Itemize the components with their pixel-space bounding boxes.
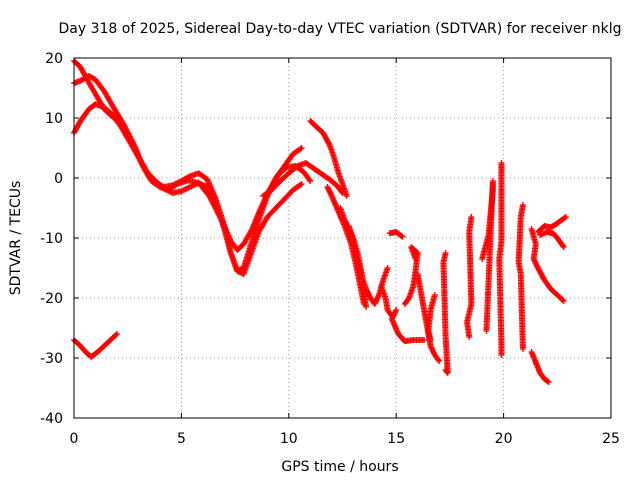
data-point bbox=[436, 358, 443, 364]
series-track-t bbox=[515, 202, 526, 352]
y-tick-label: -20 bbox=[40, 291, 63, 307]
x-tick-label: 5 bbox=[177, 431, 186, 447]
series-track-m bbox=[378, 283, 395, 319]
x-tick-label: 15 bbox=[387, 431, 405, 447]
data-point bbox=[398, 233, 405, 239]
data-point bbox=[443, 368, 450, 374]
series-track-u bbox=[528, 226, 567, 304]
data-point bbox=[298, 145, 305, 151]
series-track-j bbox=[386, 229, 406, 240]
series-track-r bbox=[479, 178, 496, 334]
data-point bbox=[113, 331, 120, 337]
series-track-x bbox=[528, 349, 552, 385]
x-tick-label: 25 bbox=[602, 431, 620, 447]
data-point bbox=[388, 311, 395, 318]
chart-title: Day 318 of 2025, Sidereal Day-to-day VTE… bbox=[59, 21, 622, 37]
data-point bbox=[297, 145, 304, 152]
data-point bbox=[479, 256, 486, 262]
series-track-p bbox=[440, 250, 451, 376]
y-tick-label: -30 bbox=[40, 351, 63, 367]
data-point bbox=[185, 173, 192, 180]
grid-lines bbox=[74, 58, 611, 418]
y-tick-label: -40 bbox=[40, 411, 63, 427]
data-point bbox=[442, 367, 449, 373]
y-axis-label: SDTVAR / TECUs bbox=[8, 181, 24, 296]
series-track-h bbox=[324, 184, 367, 307]
data-point bbox=[360, 301, 367, 307]
series-track-o bbox=[425, 292, 438, 343]
series-track-v bbox=[534, 214, 569, 235]
data-point bbox=[562, 214, 569, 220]
data-point bbox=[544, 378, 551, 385]
series-track-c bbox=[71, 101, 305, 277]
data-point bbox=[545, 379, 552, 385]
data-point bbox=[298, 181, 305, 187]
data-point bbox=[560, 298, 567, 304]
series-track-f bbox=[307, 118, 350, 199]
data-points bbox=[71, 58, 569, 385]
series-track-a bbox=[71, 73, 314, 253]
y-tick-label: 0 bbox=[54, 171, 63, 187]
data-point bbox=[561, 214, 568, 221]
data-point bbox=[307, 178, 314, 184]
series-track-k bbox=[388, 307, 428, 345]
data-point bbox=[399, 233, 406, 240]
series-track-d bbox=[71, 331, 120, 360]
axis-ticks: 0 5 10 15 20 25 -40 -30 -20 -10 0 10 20 bbox=[40, 51, 620, 447]
x-tick-label: 20 bbox=[495, 431, 513, 447]
data-point bbox=[112, 332, 119, 338]
data-point bbox=[343, 193, 350, 199]
x-tick-label: 10 bbox=[280, 431, 298, 447]
series-track-q bbox=[464, 214, 475, 340]
data-point bbox=[559, 297, 566, 303]
data-point bbox=[384, 265, 391, 271]
data-point bbox=[435, 356, 442, 363]
data-point bbox=[421, 337, 428, 343]
data-point bbox=[427, 337, 434, 343]
data-point bbox=[519, 346, 526, 352]
data-point bbox=[325, 140, 332, 147]
data-point bbox=[560, 244, 567, 250]
x-tick-label: 0 bbox=[70, 431, 79, 447]
series-track-s bbox=[496, 160, 505, 358]
series-track-w bbox=[537, 229, 567, 250]
y-tick-label: -10 bbox=[40, 231, 63, 247]
data-point bbox=[412, 256, 419, 262]
data-point bbox=[466, 334, 473, 340]
x-axis-label: GPS time / hours bbox=[281, 459, 398, 475]
data-point bbox=[388, 313, 395, 319]
y-tick-label: 10 bbox=[45, 111, 63, 127]
series-track-e bbox=[260, 160, 346, 199]
y-tick-label: 20 bbox=[45, 51, 63, 67]
data-point bbox=[560, 243, 567, 249]
data-point bbox=[498, 352, 505, 358]
data-point bbox=[306, 176, 313, 183]
data-point bbox=[297, 181, 304, 188]
